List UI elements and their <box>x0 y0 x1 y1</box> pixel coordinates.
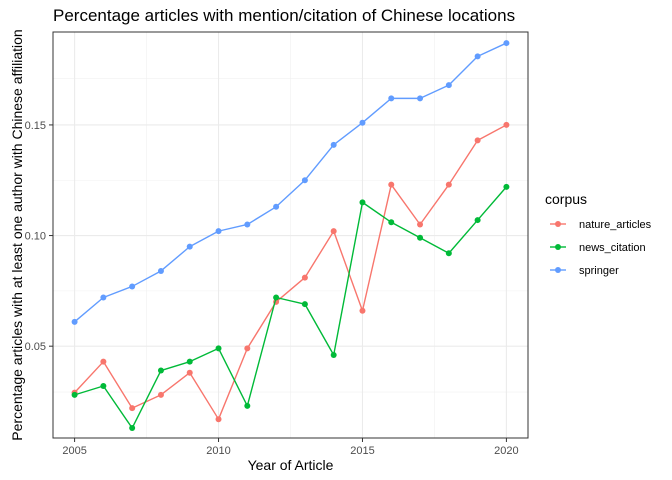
data-point-news-citation <box>244 402 251 409</box>
legend-key-point-springer <box>555 267 561 273</box>
data-point-news-citation <box>215 345 222 352</box>
legend-title: corpus <box>545 191 587 207</box>
data-point-news-citation <box>503 183 510 190</box>
x-tick-label: 2010 <box>206 445 230 457</box>
data-point-news-citation <box>157 367 164 374</box>
y-tick-label: 0.05 <box>25 341 46 353</box>
series-news-citation <box>71 183 510 432</box>
data-point-nature-articles <box>157 391 164 398</box>
series-line-nature-articles <box>74 124 507 420</box>
panel-border <box>52 31 529 439</box>
data-point-nature-articles <box>417 221 424 228</box>
data-point-nature-articles <box>215 416 222 423</box>
legend: corpus nature_articles news_citationsprin… <box>545 191 652 277</box>
legend-item-news-citation: news_citation <box>550 242 646 254</box>
data-point-springer <box>445 82 452 89</box>
data-point-springer <box>215 228 222 235</box>
data-point-nature-articles <box>244 345 251 352</box>
data-point-nature-articles <box>474 137 481 144</box>
legend-item-nature-articles: nature_articles <box>550 219 652 231</box>
data-point-springer <box>503 40 510 47</box>
data-point-springer <box>100 294 107 301</box>
y-tick-label: 0.10 <box>25 231 46 243</box>
data-point-springer <box>474 53 481 60</box>
data-point-nature-articles <box>503 121 510 128</box>
data-point-news-citation <box>100 383 107 390</box>
series-springer <box>71 40 510 325</box>
x-tick-label: 2005 <box>62 445 86 457</box>
x-tick-label: 2015 <box>350 445 374 457</box>
data-point-springer <box>301 177 308 184</box>
series-line-news-citation <box>74 186 507 429</box>
data-point-news-citation <box>330 352 337 359</box>
y-axis-title: Percentage articles with at least one au… <box>9 29 25 440</box>
data-point-nature-articles <box>445 181 452 188</box>
data-point-nature-articles <box>388 181 395 188</box>
data-point-nature-articles <box>301 274 308 281</box>
data-point-nature-articles <box>100 358 107 365</box>
x-tick-label: 2020 <box>494 445 518 457</box>
data-point-springer <box>244 221 251 228</box>
legend-key-point-nature-articles <box>555 221 561 227</box>
legend-label-nature-articles: nature_articles <box>579 219 652 231</box>
series-line-springer <box>74 42 507 323</box>
data-point-news-citation <box>445 250 452 257</box>
data-point-news-citation <box>359 199 366 206</box>
data-point-nature-articles <box>186 369 193 376</box>
legend-key-point-news-citation <box>555 244 561 250</box>
legend-item-springer: springer <box>550 265 619 277</box>
data-point-springer <box>273 203 280 210</box>
data-point-springer <box>129 283 136 290</box>
data-point-springer <box>417 95 424 102</box>
x-axis-title: Year of Article <box>248 457 334 473</box>
chart-title: Percentage articles with mention/citatio… <box>53 6 515 25</box>
data-point-springer <box>388 95 395 102</box>
data-point-nature-articles <box>129 405 136 412</box>
data-point-nature-articles <box>359 307 366 314</box>
data-point-news-citation <box>186 358 193 365</box>
y-tick-label: 0.15 <box>25 120 46 132</box>
data-point-news-citation <box>71 391 78 398</box>
data-point-news-citation <box>417 234 424 241</box>
data-point-springer <box>157 267 164 274</box>
data-point-news-citation <box>129 425 136 432</box>
legend-label-news-citation: news_citation <box>579 242 646 254</box>
data-point-news-citation <box>301 301 308 308</box>
data-point-springer <box>359 119 366 126</box>
data-point-springer <box>186 243 193 250</box>
data-point-news-citation <box>388 219 395 226</box>
data-point-news-citation <box>273 294 280 301</box>
data-point-nature-articles <box>330 228 337 235</box>
legend-label-springer: springer <box>579 265 619 277</box>
plot-panel: 2005 2010 2015 2020 0.05 0.10 0.15 <box>25 31 529 457</box>
data-point-springer <box>71 318 78 325</box>
data-point-news-citation <box>474 217 481 224</box>
data-point-springer <box>330 141 337 148</box>
